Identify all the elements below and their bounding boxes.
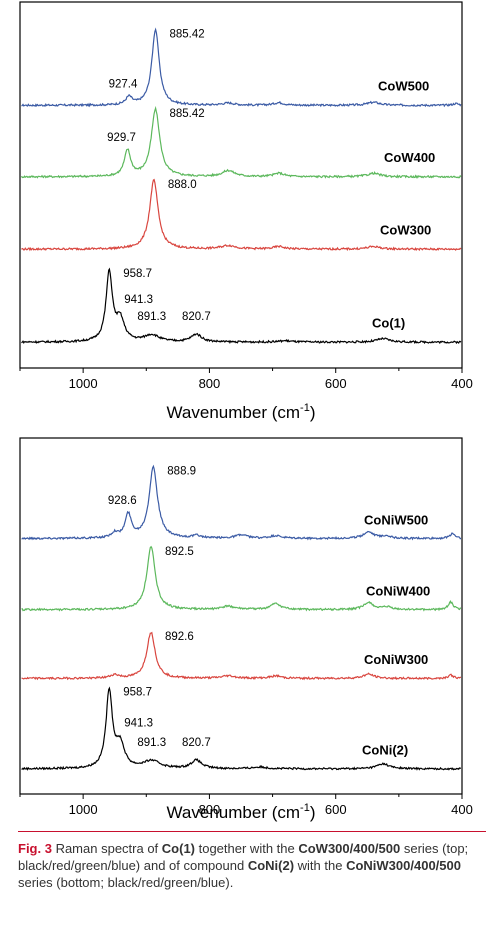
figure-caption: Fig. 3 Raman spectra of Co(1) together w…: [18, 840, 486, 891]
caption-bold-3: CoNi(2): [247, 858, 295, 873]
series-line-coniw500: [21, 464, 461, 541]
caption-text-3: series (top; black/red/green/blue) and o…: [18, 841, 469, 873]
x-tick-label: 600: [325, 802, 347, 817]
caption-text-1: Raman spectra of: [51, 841, 162, 856]
peak-label: 941.3: [124, 294, 153, 306]
caption-label: Fig. 3: [18, 841, 52, 856]
caption-text-4: with the: [294, 858, 347, 873]
series-line-cow300: [21, 178, 462, 252]
series-line-coni-2-: [21, 686, 461, 771]
caption-bold-4: CoNiW300/400/500: [346, 858, 461, 873]
caption-divider: [18, 831, 486, 832]
plot-frame: [19, 1, 463, 369]
caption-bold-2: CoW300/400/500: [298, 841, 401, 856]
peak-label: 927.4: [109, 79, 138, 91]
peak-label: 820.7: [182, 737, 211, 749]
chart-panel-2: 1000 800 600 400 Wavenumber (cm-1) CoNiW500 88…: [19, 437, 473, 822]
peak-label: 885.42: [169, 28, 204, 40]
series-label: CoW500: [378, 79, 429, 94]
series-line-coniw300: [21, 631, 461, 681]
x-axis-label: Wavenumber (cm-1): [167, 402, 316, 422]
x-axis-label: Wavenumber (cm-1): [167, 802, 316, 822]
x-tick-label: 400: [451, 802, 473, 817]
peak-label: 891.3: [137, 737, 166, 749]
peak-label: 958.7: [123, 686, 152, 698]
series-label: CoNi(2): [362, 743, 408, 758]
peak-label: 928.6: [108, 495, 137, 507]
series-label: CoW400: [384, 150, 435, 165]
series-label: CoNiW500: [364, 512, 428, 527]
series-label: CoW300: [380, 223, 431, 238]
series-line-coniw400: [21, 545, 461, 612]
x-tick-label: 400: [451, 376, 473, 391]
peak-label: 820.7: [182, 311, 211, 323]
peak-label: 891.3: [137, 311, 166, 323]
chart-panel-1: 1000 800 600 400 Wavenumber (cm-1) CoW500 885.…: [19, 1, 473, 422]
peak-label: 929.7: [107, 132, 136, 144]
peak-label: 958.7: [123, 268, 152, 280]
x-tick-label: 800: [199, 802, 221, 817]
peak-label: 941.3: [124, 717, 153, 729]
peak-label: 892.5: [165, 546, 194, 558]
series-line-cow400: [20, 105, 462, 179]
series-line-co-1-: [21, 267, 462, 345]
series-label: CoNiW300: [364, 652, 428, 667]
x-tick-label: 600: [325, 376, 347, 391]
series-label: Co(1): [372, 316, 405, 331]
caption-text-5: series (bottom; black/red/green/blue).: [18, 875, 234, 890]
peak-label: 888.0: [168, 179, 197, 191]
peak-label: 888.9: [167, 466, 196, 478]
figure-canvas: 1000 800 600 400 Wavenumber (cm-1) CoW500 885.…: [19, 1, 473, 822]
series-label: CoNiW400: [366, 583, 430, 598]
caption-text-2: together with the: [195, 841, 299, 856]
peak-label: 885.42: [169, 108, 204, 120]
x-tick-label: 1000: [69, 802, 98, 817]
x-tick-label: 800: [199, 376, 221, 391]
caption-bold-1: Co(1): [161, 841, 195, 856]
x-tick-label: 1000: [69, 376, 98, 391]
plot-frame: [19, 437, 463, 795]
series-line-cow500: [21, 27, 462, 108]
peak-label: 892.6: [165, 631, 194, 643]
